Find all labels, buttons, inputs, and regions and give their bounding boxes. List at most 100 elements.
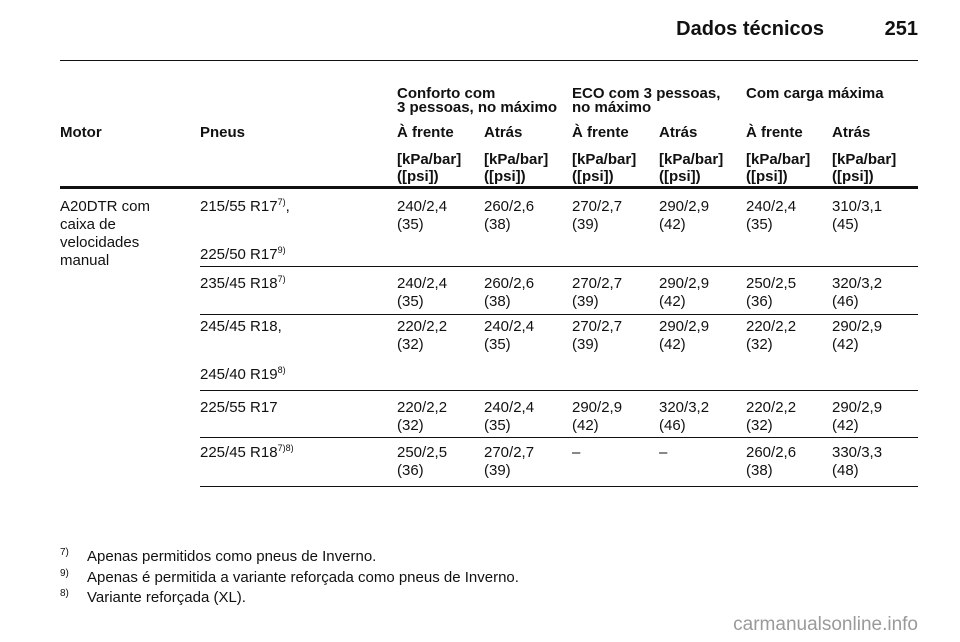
footnote-ref: 7)	[277, 274, 286, 284]
pressure: 270/2,7	[572, 198, 623, 215]
unit: ([psi])	[832, 168, 874, 185]
tyre-size: 245/45 R18,	[200, 318, 282, 335]
tyre: 215/55 R177),	[200, 198, 290, 216]
pressure: 260/2,6	[484, 275, 535, 292]
pressure: (42)	[572, 417, 599, 434]
pressure: 250/2,5	[746, 275, 797, 292]
unit: [kPa/bar]	[397, 151, 462, 168]
tyre: 225/50 R179)	[200, 246, 286, 264]
tyre: 245/40 R198)	[200, 366, 286, 384]
unit: ([psi])	[572, 168, 614, 185]
tyre: 235/45 R187)	[200, 275, 286, 293]
unit: ([psi])	[484, 168, 526, 185]
pressure: 320/3,2	[659, 399, 710, 416]
pressure: 220/2,2	[397, 318, 448, 335]
pressure: 270/2,7	[572, 318, 623, 335]
footnote-ref: 7)8)	[277, 443, 294, 453]
group-header: ECO com 3 pessoas,	[572, 85, 721, 102]
column-header: Atrás	[832, 124, 871, 141]
pressure: –	[572, 444, 581, 461]
pressure: 320/3,2	[832, 275, 883, 292]
pressure: 220/2,2	[746, 318, 797, 335]
pressure: (32)	[746, 417, 773, 434]
pressure: (42)	[659, 293, 686, 310]
pressure: (48)	[832, 462, 859, 479]
pressure: (42)	[832, 417, 859, 434]
rule	[200, 390, 918, 391]
column-header: À frente	[397, 124, 454, 141]
pressure: –	[659, 444, 668, 461]
pressure: (42)	[659, 336, 686, 353]
group-header: Conforto com	[397, 85, 496, 102]
pressure: 290/2,9	[659, 318, 710, 335]
rule	[200, 266, 918, 267]
pressure: (35)	[397, 293, 424, 310]
pressure: 240/2,4	[397, 198, 448, 215]
tyre-size: 225/45 R18	[200, 444, 278, 461]
pressure: 240/2,4	[484, 399, 535, 416]
pressure: 290/2,9	[832, 318, 883, 335]
pressure: (36)	[397, 462, 424, 479]
footnote-ref: 8)	[277, 365, 286, 375]
footnote-text: Apenas permitidos como pneus de Inverno.	[87, 548, 377, 565]
pressure: (39)	[572, 293, 599, 310]
footnote-mark: 9)	[60, 567, 69, 579]
pressure: 290/2,9	[572, 399, 623, 416]
footnote-ref: 9)	[277, 245, 286, 255]
unit: ([psi])	[659, 168, 701, 185]
pressure: (42)	[832, 336, 859, 353]
pressure: 290/2,9	[659, 198, 710, 215]
pressure: 240/2,4	[746, 198, 797, 215]
tyre-size: 225/50 R17	[200, 246, 278, 263]
tyre: 225/45 R187)8)	[200, 444, 294, 462]
pressure: 220/2,2	[746, 399, 797, 416]
pressure: (32)	[397, 336, 424, 353]
tyre: 245/45 R18,	[200, 318, 282, 336]
pressure: 220/2,2	[397, 399, 448, 416]
pressure: (35)	[484, 336, 511, 353]
pressure: 250/2,5	[397, 444, 448, 461]
tyre: 225/55 R17	[200, 399, 278, 417]
pressure: 260/2,6	[746, 444, 797, 461]
page-number: 251	[884, 18, 918, 40]
pressure: (45)	[832, 216, 859, 233]
pressure: 240/2,4	[397, 275, 448, 292]
motor: caixa de	[60, 216, 116, 233]
watermark: carmanualsonline.info	[733, 614, 918, 635]
unit: [kPa/bar]	[659, 151, 724, 168]
rule	[200, 314, 918, 315]
pressure: 260/2,6	[484, 198, 535, 215]
rule	[200, 437, 918, 438]
pressure: 290/2,9	[659, 275, 710, 292]
pressure: 330/3,3	[832, 444, 883, 461]
pressure: (38)	[746, 462, 773, 479]
column-header: Motor	[60, 124, 102, 141]
unit: [kPa/bar]	[746, 151, 811, 168]
rule	[60, 186, 918, 189]
pressure: (42)	[659, 216, 686, 233]
motor: A20DTR com	[60, 198, 151, 215]
group-header: no máximo	[572, 99, 652, 116]
footnote-ref: 7)	[277, 197, 286, 207]
pressure: (32)	[397, 417, 424, 434]
punctuation: ,	[285, 198, 290, 215]
rule	[60, 60, 918, 61]
column-header: Pneus	[200, 124, 246, 141]
motor: velocidades	[60, 234, 140, 251]
pressure: (32)	[746, 336, 773, 353]
footnote-mark: 7)	[60, 547, 69, 558]
pressure: (46)	[659, 417, 686, 434]
column-header: Atrás	[659, 124, 698, 141]
tyre-size: 235/45 R18	[200, 275, 278, 292]
group-header: 3 pessoas, no máximo	[397, 99, 558, 116]
footnote-text: Variante reforçada (XL).	[87, 589, 246, 606]
pressure: (38)	[484, 293, 511, 310]
unit: [kPa/bar]	[572, 151, 637, 168]
pressure: (39)	[484, 462, 511, 479]
unit: ([psi])	[746, 168, 788, 185]
pressure: (38)	[484, 216, 511, 233]
unit: ([psi])	[397, 168, 439, 185]
column-header: Atrás	[484, 124, 523, 141]
tyre-size: 225/55 R17	[200, 399, 278, 416]
